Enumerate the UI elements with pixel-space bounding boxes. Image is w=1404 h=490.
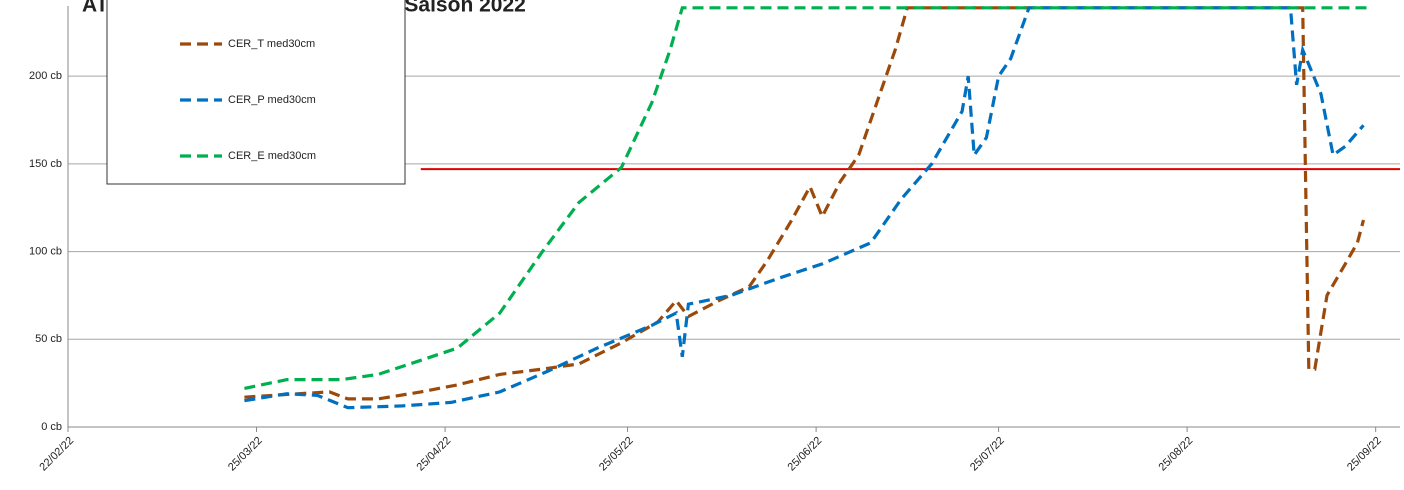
x-tick-label: 25/06/22 xyxy=(786,435,825,474)
x-tick-label: 25/04/22 xyxy=(415,435,454,474)
x-tick-label: 22/02/22 xyxy=(37,435,76,474)
y-tick-label: 100 cb xyxy=(29,245,62,257)
y-tick-label: 50 cb xyxy=(35,333,62,345)
y-tick-label: 200 cb xyxy=(29,70,62,82)
y-tick-label: 150 cb xyxy=(29,158,62,170)
legend-label: CER_P med30cm xyxy=(228,94,316,106)
data-line xyxy=(244,6,1366,401)
legend-label: CER_T med30cm xyxy=(228,38,315,50)
x-tick-label: 25/09/22 xyxy=(1345,435,1384,474)
x-tick-label: 25/07/22 xyxy=(968,435,1007,474)
x-tick-label: 25/03/22 xyxy=(226,435,265,474)
legend-box xyxy=(106,0,406,185)
y-tick-label: 0 cb xyxy=(41,421,62,433)
legend-label: CER_E med30cm xyxy=(228,150,316,162)
data-line xyxy=(244,6,1370,390)
x-tick-label: 25/08/22 xyxy=(1157,435,1196,474)
plot: 0 cb 50 cb 100 cb 150 cb 200 cb 22/02/22 25/03… xyxy=(29,0,1400,473)
data-line xyxy=(244,6,1365,410)
x-tick-label: 25/05/22 xyxy=(597,435,636,474)
